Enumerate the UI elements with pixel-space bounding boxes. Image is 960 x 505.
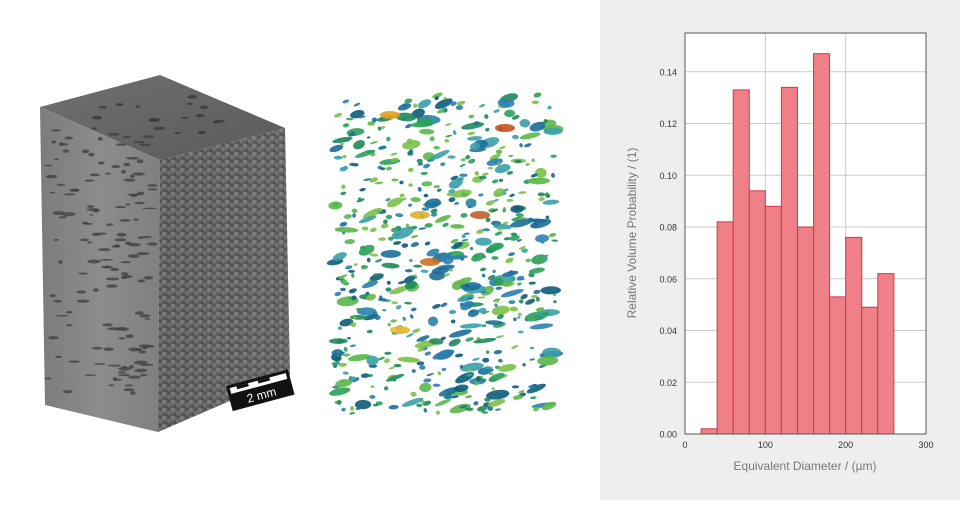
histogram-bar	[748, 190, 766, 435]
histogram-bars	[700, 53, 895, 435]
block-pores	[44, 94, 226, 395]
x-tick-label: 0	[682, 440, 687, 450]
pore-cloud-render	[326, 92, 564, 415]
x-tick-label: 100	[758, 440, 773, 450]
histogram-bar	[829, 296, 847, 435]
x-axis-ticks: 0 100 200 300	[682, 440, 933, 450]
visualization-panel: 2 mm	[40, 75, 564, 432]
histogram-bar	[716, 221, 734, 435]
y-axis-ticks: 0.00 0.02 0.04 0.06 0.08 0.10 0.12 0.14	[659, 67, 677, 439]
histogram-bar	[845, 236, 863, 435]
x-tick-label: 200	[838, 440, 853, 450]
x-axis-label: Equivalent Diameter / (µm)	[734, 459, 877, 473]
histogram-bar	[796, 226, 815, 435]
y-tick-label: 0.02	[659, 378, 677, 388]
block-front-face	[40, 107, 160, 432]
block-top-face	[40, 75, 285, 160]
y-tick-label: 0.06	[659, 274, 677, 284]
y-tick-label: 0.08	[659, 223, 677, 233]
histogram-bar	[877, 273, 895, 435]
y-axis-label: Relative Volume Probability / (1)	[625, 148, 639, 319]
plot-frame	[684, 32, 927, 435]
x-tick-label: 300	[918, 440, 933, 450]
histogram-bar	[861, 306, 879, 435]
histogram-chart: 0.00 0.02 0.04 0.06 0.08 0.10 0.12 0.14 0 100 200…	[625, 32, 934, 473]
histogram-bar	[780, 86, 798, 435]
histogram-bar	[732, 89, 750, 435]
histogram-bar	[813, 53, 831, 435]
y-tick-label: 0.10	[659, 171, 677, 181]
render-canvas: 2 mm	[40, 75, 564, 432]
y-tick-label: 0.12	[659, 119, 677, 129]
y-tick-label: 0.04	[659, 326, 677, 336]
scale-bar: 2 mm	[226, 369, 295, 412]
chart-panel: 0.00 0.02 0.04 0.06 0.08 0.10 0.12 0.14 0 100 200…	[600, 0, 960, 500]
specimen-block-render	[40, 75, 290, 432]
y-tick-label: 0.14	[659, 67, 677, 77]
histogram-bar	[700, 428, 718, 435]
y-tick-label: 0.00	[659, 430, 677, 440]
histogram-bar	[764, 205, 782, 435]
